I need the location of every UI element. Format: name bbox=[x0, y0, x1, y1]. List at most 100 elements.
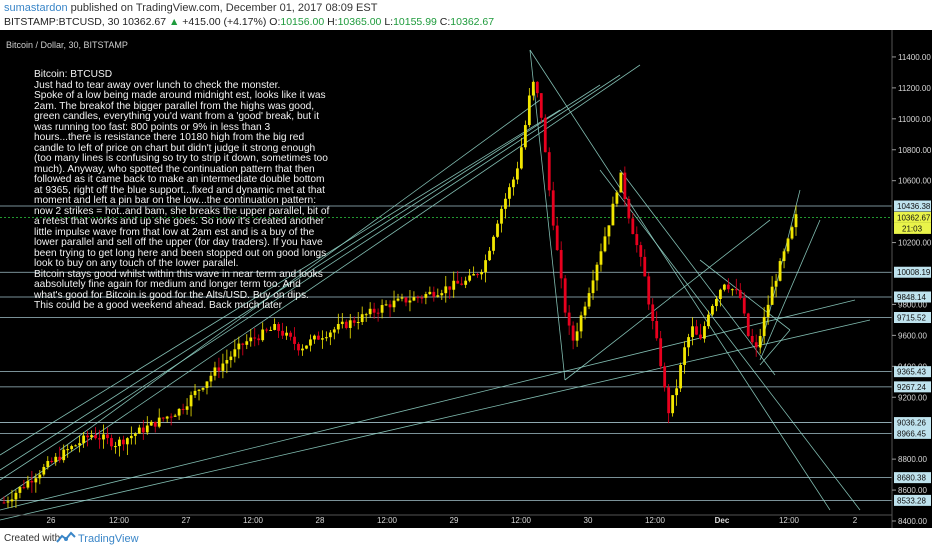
candle-body bbox=[114, 446, 117, 448]
candle-body bbox=[332, 329, 336, 333]
candle-body bbox=[265, 329, 269, 331]
candle-body bbox=[157, 417, 161, 427]
published-text: published on TradingView.com, December 0… bbox=[70, 2, 378, 14]
candle-body bbox=[257, 338, 261, 341]
time-tick-label: 12:00 bbox=[645, 516, 666, 525]
candle-body bbox=[639, 245, 643, 257]
candle-body bbox=[340, 321, 344, 325]
candle-body bbox=[488, 250, 491, 261]
candle-body bbox=[62, 449, 66, 461]
candle-body bbox=[659, 338, 663, 367]
candle-body bbox=[468, 275, 472, 281]
time-tick-label: 26 bbox=[47, 516, 56, 525]
author-link[interactable]: sumastardon bbox=[4, 2, 68, 14]
close-label: C: bbox=[439, 16, 451, 28]
candle-body bbox=[408, 300, 412, 303]
candle-body bbox=[563, 278, 567, 313]
candle-body bbox=[651, 304, 655, 322]
candle-body bbox=[305, 345, 308, 349]
level-label-box bbox=[894, 366, 931, 378]
candle-body bbox=[778, 261, 782, 281]
candle-body bbox=[201, 387, 205, 390]
candle-body bbox=[221, 363, 225, 371]
candle-body bbox=[245, 341, 249, 345]
last-price-box bbox=[894, 211, 931, 223]
candle-body bbox=[78, 443, 82, 446]
level-label: 9036.26 bbox=[897, 419, 926, 428]
candle-body bbox=[249, 337, 253, 342]
chart-title: Bitcoin / Dollar, 30, BITSTAMP bbox=[6, 40, 128, 50]
candle-body bbox=[237, 343, 241, 350]
candle-body bbox=[531, 81, 535, 96]
close-value: 10362.67 bbox=[450, 16, 495, 28]
candle-body bbox=[460, 283, 464, 285]
level-label-box bbox=[894, 417, 931, 429]
candle-body bbox=[400, 297, 404, 299]
level-label: 8533.28 bbox=[897, 496, 926, 505]
ohlc-line: BITSTAMP:BTCUSD, 30 10362.67 ▲ +415.00 (… bbox=[4, 16, 494, 28]
candle-body bbox=[635, 234, 639, 246]
candle-body bbox=[384, 304, 388, 306]
candle-body bbox=[623, 172, 627, 200]
candle-body bbox=[70, 446, 74, 450]
candle-body bbox=[579, 315, 583, 332]
candle-body bbox=[711, 306, 714, 315]
open-label: O: bbox=[269, 16, 281, 28]
high-label: H: bbox=[327, 16, 338, 28]
level-label-box bbox=[894, 266, 931, 278]
candle-body bbox=[193, 390, 197, 396]
candle-body bbox=[396, 298, 400, 301]
candle-body bbox=[516, 168, 519, 180]
candle-body bbox=[603, 236, 607, 252]
level-label: 10008.19 bbox=[897, 268, 931, 277]
open-value: 10156.00 bbox=[280, 16, 325, 28]
candle-body bbox=[480, 272, 483, 275]
candle-body bbox=[794, 214, 798, 228]
countdown-box bbox=[894, 222, 931, 234]
candle-body bbox=[253, 337, 257, 339]
chart-area[interactable]: 11400.00 11200.00 11000.00 10800.00 10600.00… bbox=[0, 30, 932, 528]
tradingview-brand[interactable]: TradingView bbox=[78, 533, 139, 545]
candle-body bbox=[699, 334, 702, 339]
trendline bbox=[0, 74, 621, 481]
trendline bbox=[0, 109, 561, 456]
candle-body bbox=[424, 294, 428, 298]
candle-body bbox=[317, 335, 320, 340]
level-label-box bbox=[894, 427, 931, 439]
candle-body bbox=[58, 456, 62, 461]
candle-body bbox=[492, 236, 495, 251]
candle-body bbox=[750, 335, 754, 343]
candle-body bbox=[567, 312, 571, 326]
time-tick-label: 12:00 bbox=[109, 516, 130, 525]
candle-body bbox=[631, 218, 635, 235]
candle-body bbox=[14, 492, 18, 500]
created-with-text: Created with bbox=[4, 533, 61, 544]
candle-body bbox=[26, 481, 30, 488]
candle-body bbox=[110, 438, 113, 447]
candle-body bbox=[364, 314, 368, 316]
candle-body bbox=[416, 297, 420, 299]
symbol-label: BITSTAMP:BTCUSD, 30 bbox=[4, 16, 120, 28]
candle-body bbox=[643, 256, 647, 277]
candle-body bbox=[38, 474, 42, 479]
level-label-box bbox=[894, 291, 931, 303]
candle-body bbox=[655, 321, 659, 339]
price-chart[interactable]: 11400.00 11200.00 11000.00 10800.00 10600.00… bbox=[0, 30, 932, 528]
candle-body bbox=[627, 199, 631, 219]
candle-body bbox=[663, 366, 667, 388]
price-tick-label: 11000.00 bbox=[898, 115, 931, 124]
candle-body bbox=[54, 456, 58, 462]
candle-body bbox=[118, 439, 121, 447]
candle-body bbox=[559, 250, 563, 279]
candle-body bbox=[173, 415, 177, 417]
candle-body bbox=[472, 274, 476, 276]
low-label: L: bbox=[384, 16, 394, 28]
candle-body bbox=[730, 289, 734, 291]
candle-body bbox=[599, 251, 603, 265]
candle-body bbox=[141, 427, 145, 433]
candle-body bbox=[547, 152, 551, 191]
publish-header: sumastardon published on TradingView.com… bbox=[0, 0, 932, 30]
trendline bbox=[699, 259, 791, 331]
candle-body bbox=[512, 179, 515, 188]
candle-body bbox=[555, 225, 559, 251]
